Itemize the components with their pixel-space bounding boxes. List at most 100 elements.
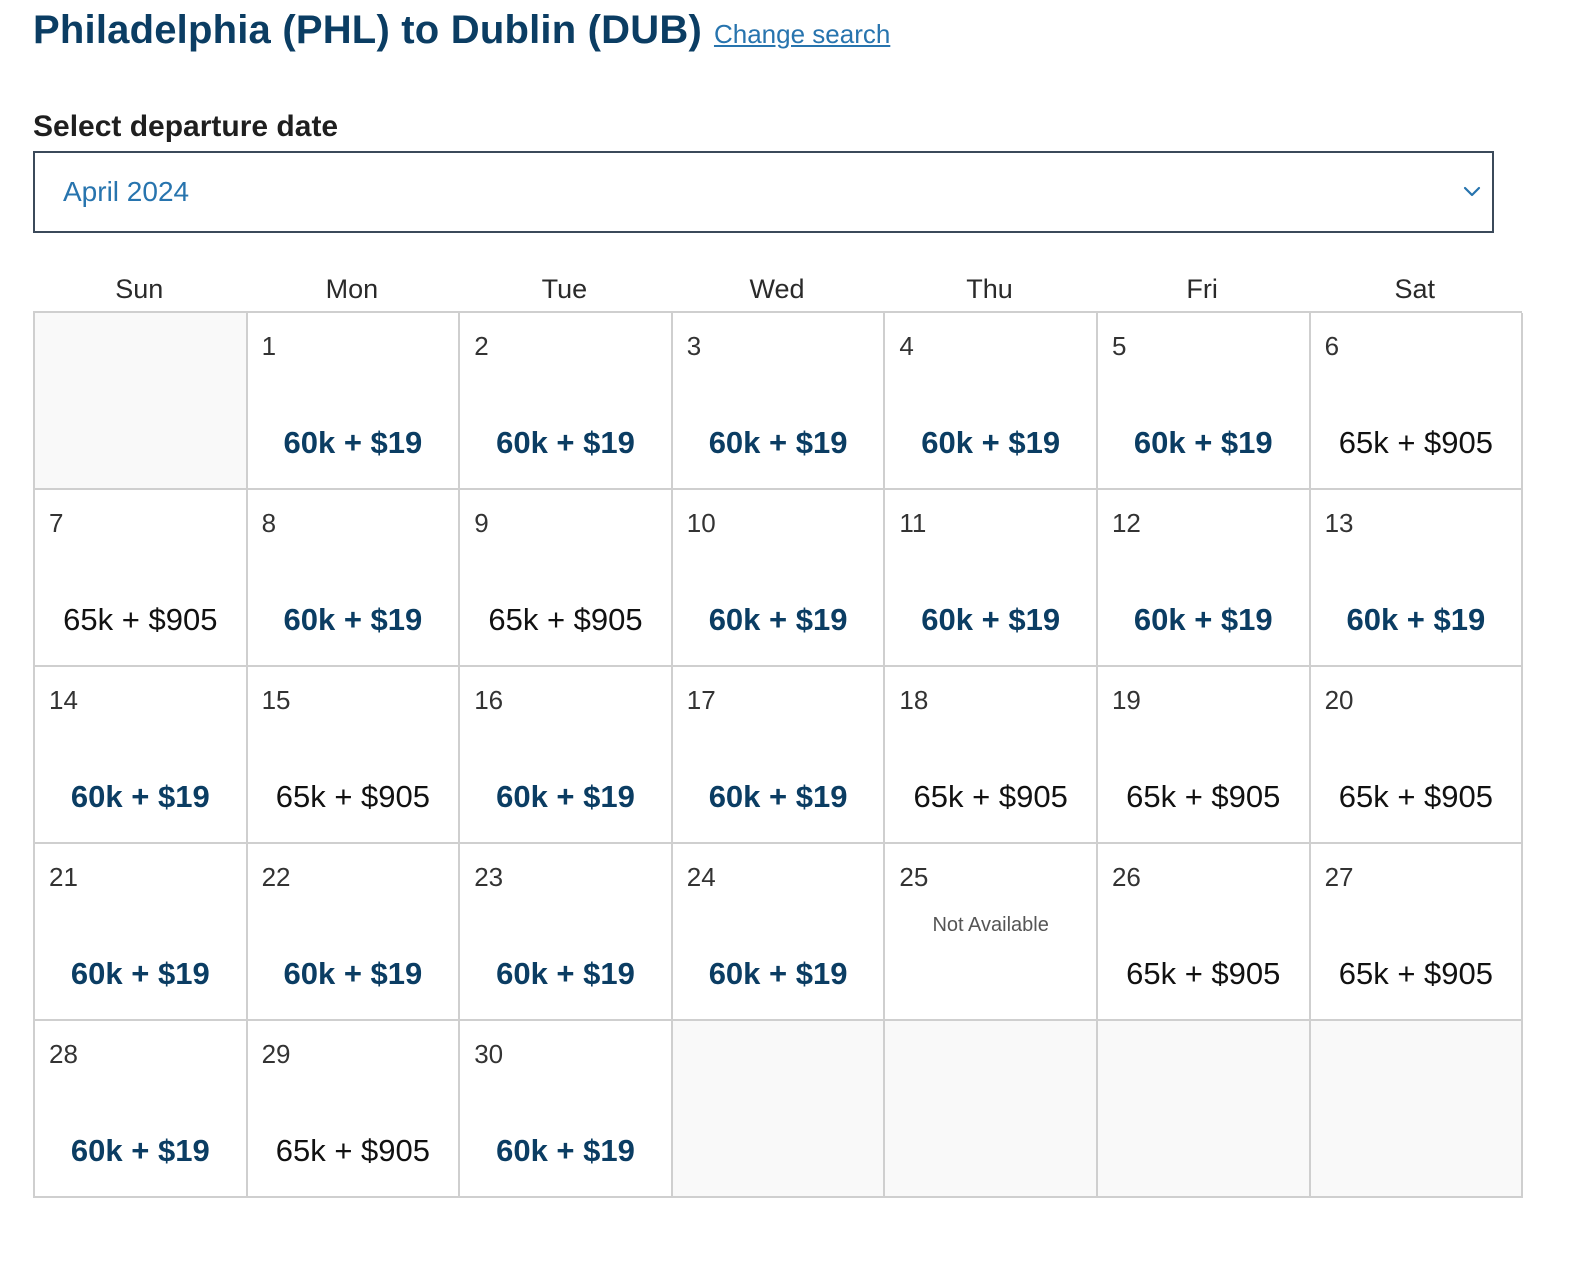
- departure-date-label: Select departure date: [33, 110, 339, 143]
- calendar-day-cell[interactable]: 12 60k + $19: [1097, 490, 1311, 667]
- fare-price: 65k + $905: [1338, 956, 1493, 991]
- calendar-day-cell[interactable]: 11 60k + $19: [885, 490, 1098, 667]
- day-number: 22: [261, 862, 291, 892]
- day-number: 2: [474, 331, 489, 361]
- calendar-day-cell[interactable]: 22 60k + $19: [247, 844, 461, 1021]
- day-number: 17: [686, 685, 716, 715]
- calendar-day-cell[interactable]: 26 65k + $905: [1097, 844, 1311, 1021]
- calendar-day-cell[interactable]: 1 60k + $19: [247, 313, 461, 490]
- calendar-day-cell[interactable]: 13 60k + $19: [1310, 490, 1524, 667]
- fare-price: 60k + $19: [921, 602, 1061, 637]
- calendar-day-cell[interactable]: 20 65k + $905: [1310, 667, 1524, 844]
- day-number: 16: [474, 685, 504, 715]
- fare-price: 65k + $905: [275, 779, 431, 814]
- fare-price: 60k + $19: [496, 425, 635, 460]
- fare-price: 60k + $19: [1133, 602, 1273, 637]
- fare-price: 60k + $19: [496, 1133, 635, 1168]
- fare-price: 60k + $19: [1133, 425, 1273, 460]
- calendar-day-cell[interactable]: 23 60k + $19: [460, 844, 673, 1021]
- fare-price: 60k + $19: [70, 956, 210, 991]
- fare-price: 65k + $905: [63, 602, 218, 637]
- calendar-empty-cell: [1310, 1021, 1524, 1198]
- day-number: 23: [474, 862, 504, 892]
- calendar-day-cell[interactable]: 16 60k + $19: [460, 667, 673, 844]
- weekday-label: Sun: [115, 274, 164, 304]
- fare-price: 60k + $19: [283, 425, 423, 460]
- weekday-header-row: Sun Mon Tue Wed Thu Fri Sat: [33, 268, 1521, 310]
- calendar-empty-cell: [1097, 1021, 1311, 1198]
- day-number: 8: [261, 508, 277, 538]
- calendar-grid: 1 60k + $19 2 60k + $19 3 60k + $19 4 60k + $19…: [33, 311, 1524, 1198]
- calendar-day-cell[interactable]: 2 60k + $19: [460, 313, 673, 490]
- weekday-label: Thu: [966, 274, 1013, 304]
- fare-price: 60k + $19: [708, 425, 848, 460]
- calendar-day-cell[interactable]: 14 60k + $19: [35, 667, 248, 844]
- day-number: 7: [49, 508, 64, 538]
- day-number: 5: [1111, 331, 1127, 361]
- fare-price: 60k + $19: [708, 602, 848, 637]
- calendar-day-cell[interactable]: 29 65k + $905: [247, 1021, 461, 1198]
- day-number: 13: [1324, 508, 1354, 538]
- calendar-day-cell[interactable]: 8 60k + $19: [247, 490, 461, 667]
- day-number: 25: [899, 862, 929, 892]
- calendar-day-cell[interactable]: 17 60k + $19: [672, 667, 886, 844]
- day-number: 24: [686, 862, 716, 892]
- day-number: 20: [1324, 685, 1354, 715]
- calendar-empty-cell: [672, 1021, 886, 1198]
- day-number: 18: [899, 685, 929, 715]
- day-number: 10: [686, 508, 716, 538]
- calendar-day-cell[interactable]: 5 60k + $19: [1097, 313, 1311, 490]
- fare-price: 60k + $19: [496, 956, 635, 991]
- calendar-day-cell: 25 Not Available: [885, 844, 1098, 1021]
- calendar-day-cell[interactable]: 28 60k + $19: [35, 1021, 248, 1198]
- fare-price: 65k + $905: [1338, 779, 1493, 814]
- day-number: 14: [49, 685, 78, 715]
- month-select[interactable]: April 2024: [33, 151, 1494, 233]
- day-number: 1: [261, 331, 277, 361]
- weekday-label: Mon: [325, 274, 379, 304]
- fare-price: 60k + $19: [283, 602, 423, 637]
- day-number: 30: [474, 1039, 504, 1069]
- weekday-label: Tue: [541, 274, 588, 304]
- calendar-day-cell[interactable]: 30 60k + $19: [460, 1021, 673, 1198]
- fare-price: 60k + $19: [708, 779, 848, 814]
- calendar-empty-cell: [885, 1021, 1098, 1198]
- calendar-day-cell[interactable]: 24 60k + $19: [672, 844, 886, 1021]
- calendar-day-cell[interactable]: 4 60k + $19: [885, 313, 1098, 490]
- fare-price: 60k + $19: [708, 956, 848, 991]
- day-number: 11: [899, 508, 927, 538]
- fare-price: 65k + $905: [1126, 956, 1281, 991]
- calendar-day-cell[interactable]: 27 65k + $905: [1310, 844, 1524, 1021]
- day-number: 15: [261, 685, 291, 715]
- calendar-day-cell[interactable]: 19 65k + $905: [1097, 667, 1311, 844]
- page-header: Philadelphia (PHL) to Dublin (DUB) Chang…: [33, 8, 890, 68]
- weekday-label: Fri: [1186, 274, 1218, 304]
- page-title: Philadelphia (PHL) to Dublin (DUB): [33, 8, 702, 52]
- day-number: 3: [686, 331, 702, 361]
- calendar-day-cell[interactable]: 10 60k + $19: [672, 490, 886, 667]
- day-number: 28: [49, 1039, 78, 1069]
- fare-price: 65k + $905: [913, 779, 1068, 814]
- fare-price: 60k + $19: [1346, 602, 1486, 637]
- day-number: 9: [474, 508, 489, 538]
- day-number: 21: [49, 862, 78, 892]
- day-number: 29: [261, 1039, 291, 1069]
- calendar-day-cell[interactable]: 6 65k + $905: [1310, 313, 1524, 490]
- fare-price: 60k + $19: [70, 1133, 210, 1168]
- calendar-day-cell[interactable]: 15 65k + $905: [247, 667, 461, 844]
- calendar-day-cell[interactable]: 3 60k + $19: [672, 313, 886, 490]
- availability-status: Not Available: [932, 914, 1049, 936]
- fare-price: 60k + $19: [496, 779, 635, 814]
- calendar-day-cell[interactable]: 7 65k + $905: [35, 490, 248, 667]
- day-number: 12: [1111, 508, 1141, 538]
- calendar-day-cell[interactable]: 18 65k + $905: [885, 667, 1098, 844]
- day-number: 26: [1111, 862, 1141, 892]
- calendar-day-cell[interactable]: 9 65k + $905: [460, 490, 673, 667]
- day-number: 6: [1324, 331, 1340, 361]
- fare-price: 65k + $905: [1126, 779, 1281, 814]
- fare-price: 65k + $905: [275, 1133, 431, 1168]
- day-number: 27: [1324, 862, 1354, 892]
- fare-price: 60k + $19: [70, 779, 210, 814]
- calendar-day-cell[interactable]: 21 60k + $19: [35, 844, 248, 1021]
- change-search-link[interactable]: Change search: [713, 19, 891, 49]
